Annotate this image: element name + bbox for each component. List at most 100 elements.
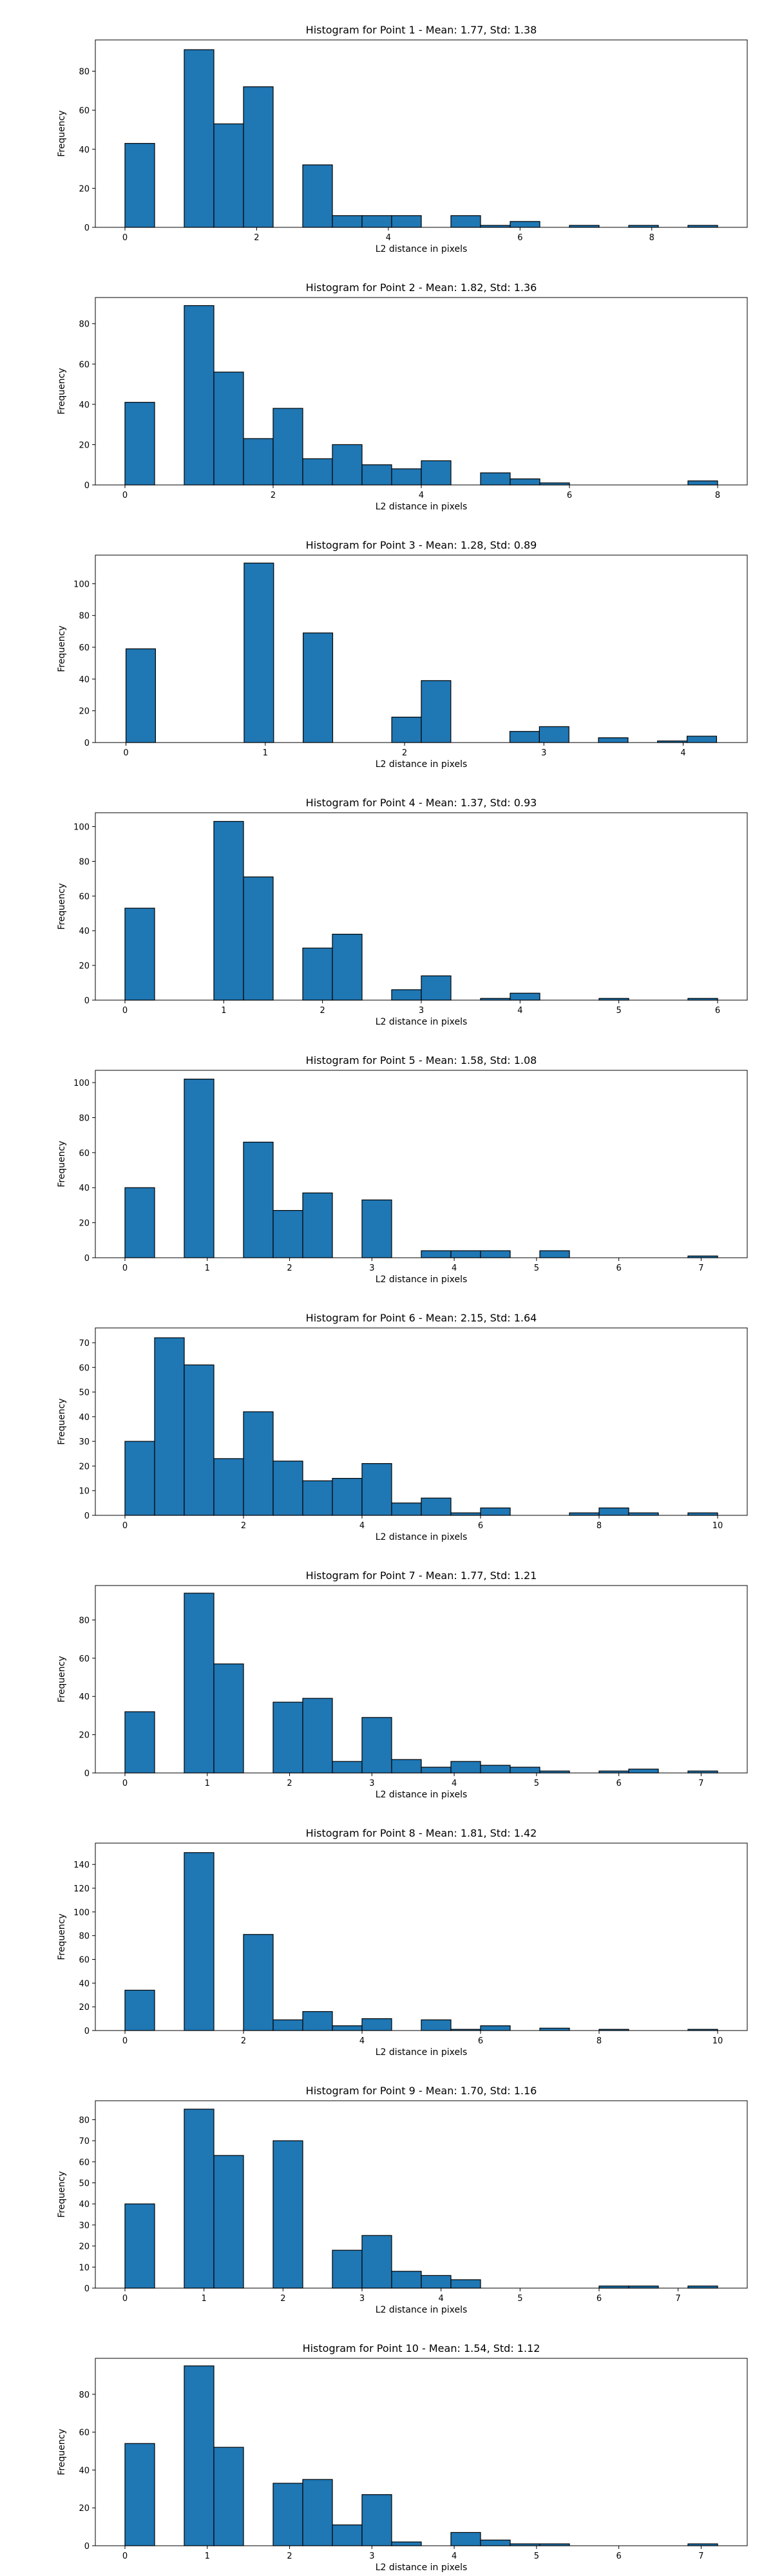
histogram-bar — [243, 86, 274, 228]
histogram-bar — [391, 1502, 422, 1516]
histogram-bar — [184, 1364, 215, 1516]
y-tick-label: 40 — [79, 401, 90, 410]
histogram-bar — [124, 907, 155, 1001]
x-axis-label: L2 distance in pixels — [376, 502, 468, 512]
histogram-bar — [243, 1141, 274, 1258]
x-tick-label: 3 — [369, 2552, 374, 2561]
histogram-bar — [243, 1934, 274, 2031]
histogram-bar — [124, 1711, 155, 1774]
x-axis-label: L2 distance in pixels — [376, 759, 468, 770]
y-tick-label: 20 — [79, 184, 90, 194]
y-tick-label: 140 — [73, 1861, 90, 1870]
x-tick-label: 7 — [698, 2552, 703, 2561]
y-tick-label: 10 — [79, 2263, 90, 2273]
chart-title: Histogram for Point 9 - Mean: 1.70, Std:… — [306, 2085, 537, 2097]
histogram-bar — [361, 2235, 392, 2289]
plot-frame — [95, 1842, 748, 2031]
histogram-bar — [124, 1441, 155, 1516]
y-tick-label: 0 — [84, 1511, 90, 1521]
y-axis-label: Frequency — [57, 625, 67, 672]
chart-title: Histogram for Point 4 - Mean: 1.37, Std:… — [306, 797, 537, 809]
histogram-bar — [213, 820, 244, 1001]
histogram-bar — [184, 2108, 215, 2289]
y-tick-label: 40 — [79, 2466, 90, 2476]
y-tick-label: 80 — [79, 612, 90, 621]
histogram-bar — [332, 1761, 363, 1774]
x-tick-label: 4 — [439, 2294, 444, 2304]
histogram-bar — [184, 1852, 215, 2031]
chart-panel: Histogram for Point 8 - Mean: 1.81, Std:… — [57, 1827, 748, 2058]
histogram-bar — [154, 1337, 185, 1516]
y-tick-label: 40 — [79, 1184, 90, 1193]
histogram-bar — [272, 2140, 303, 2289]
chart-title: Histogram for Point 6 - Mean: 2.15, Std:… — [306, 1312, 537, 1324]
chart-title: Histogram for Point 1 - Mean: 1.77, Std:… — [306, 24, 537, 36]
histogram-bar — [272, 1461, 303, 1516]
chart-panel: Histogram for Point 9 - Mean: 1.70, Std:… — [57, 2085, 748, 2315]
histogram-bar — [124, 402, 155, 486]
y-tick-label: 80 — [79, 857, 90, 867]
x-tick-label: 1 — [205, 2552, 210, 2561]
histogram-bar — [361, 1199, 392, 1258]
y-tick-label: 0 — [84, 223, 90, 233]
y-tick-label: 70 — [79, 2137, 90, 2146]
histogram-bar — [302, 2011, 333, 2031]
histogram-bar — [391, 1759, 422, 1774]
x-tick-label: 4 — [452, 2552, 457, 2561]
histogram-bar — [361, 215, 392, 228]
chart-title: Histogram for Point 7 - Mean: 1.77, Std:… — [306, 1569, 537, 1582]
histogram-bar — [569, 1512, 600, 1516]
y-tick-label: 40 — [79, 1979, 90, 1989]
x-tick-label: 0 — [122, 2294, 128, 2304]
histogram-bar — [302, 2479, 333, 2546]
histogram-bar — [628, 1512, 659, 1516]
x-tick-label: 7 — [676, 2294, 681, 2304]
y-tick-label: 50 — [79, 1388, 90, 1398]
chart-panel: Histogram for Point 7 - Mean: 1.77, Std:… — [57, 1569, 748, 1800]
y-tick-label: 20 — [79, 440, 90, 450]
x-tick-label: 1 — [221, 1006, 226, 1016]
chart-panel: Histogram for Point 6 - Mean: 2.15, Std:… — [57, 1312, 748, 1542]
x-tick-label: 2 — [241, 2036, 246, 2046]
y-tick-label: 100 — [73, 823, 90, 833]
histogram-bar — [184, 1078, 215, 1258]
y-tick-label: 40 — [79, 1413, 90, 1423]
histogram-bar — [213, 372, 244, 486]
histogram-bar — [421, 1497, 452, 1516]
y-tick-label: 10 — [79, 1487, 90, 1497]
x-tick-label: 6 — [567, 491, 572, 500]
histogram-bar — [184, 1593, 215, 1774]
x-tick-label: 10 — [712, 2036, 723, 2046]
x-axis-label: L2 distance in pixels — [376, 1017, 468, 1027]
y-axis-label: Frequency — [57, 1656, 67, 1702]
chart-title: Histogram for Point 8 - Mean: 1.81, Std:… — [306, 1827, 537, 1839]
x-tick-label: 2 — [287, 2552, 292, 2561]
y-axis-label: Frequency — [57, 883, 67, 929]
x-tick-label: 8 — [596, 2036, 602, 2046]
histogram-bar — [332, 2025, 363, 2031]
histogram-bar — [302, 1192, 333, 1258]
x-tick-label: 1 — [263, 748, 268, 758]
histogram-bar — [391, 2541, 422, 2546]
y-tick-label: 0 — [84, 481, 90, 491]
histogram-bar — [332, 215, 363, 228]
y-axis-label: Frequency — [57, 110, 67, 156]
chart-title: Histogram for Point 3 - Mean: 1.28, Std:… — [306, 539, 537, 551]
chart-panel: Histogram for Point 5 - Mean: 1.58, Std:… — [57, 1054, 748, 1285]
x-tick-label: 4 — [419, 491, 424, 500]
x-axis-label: L2 distance in pixels — [376, 2562, 468, 2573]
y-tick-label: 20 — [79, 1462, 90, 1472]
y-axis-label: Frequency — [57, 368, 67, 414]
x-tick-label: 3 — [369, 1264, 374, 1273]
histogram-bar — [510, 1766, 540, 1774]
histogram-bar — [450, 1761, 481, 1774]
histogram-bar — [213, 123, 244, 228]
histogram-bar — [450, 2279, 481, 2289]
y-axis-label: Frequency — [57, 2171, 67, 2217]
histogram-bar — [184, 49, 215, 228]
chart-panel: Histogram for Point 1 - Mean: 1.77, Std:… — [57, 24, 748, 254]
histogram-bar — [391, 989, 422, 1001]
histogram-bar — [332, 1477, 363, 1516]
y-tick-label: 0 — [84, 2542, 90, 2552]
y-tick-label: 0 — [84, 1254, 90, 1264]
